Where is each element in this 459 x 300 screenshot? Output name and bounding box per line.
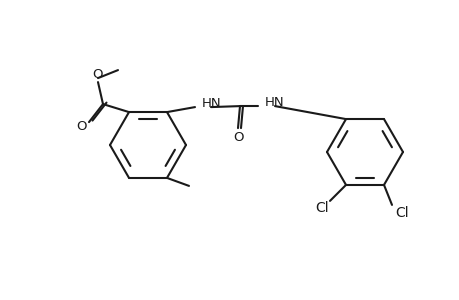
Text: Cl: Cl — [314, 201, 328, 215]
Text: O: O — [77, 120, 87, 133]
Text: O: O — [233, 130, 243, 144]
Text: Cl: Cl — [394, 206, 408, 220]
Text: HN: HN — [264, 96, 284, 109]
Text: O: O — [93, 68, 103, 81]
Text: HN: HN — [202, 97, 221, 110]
